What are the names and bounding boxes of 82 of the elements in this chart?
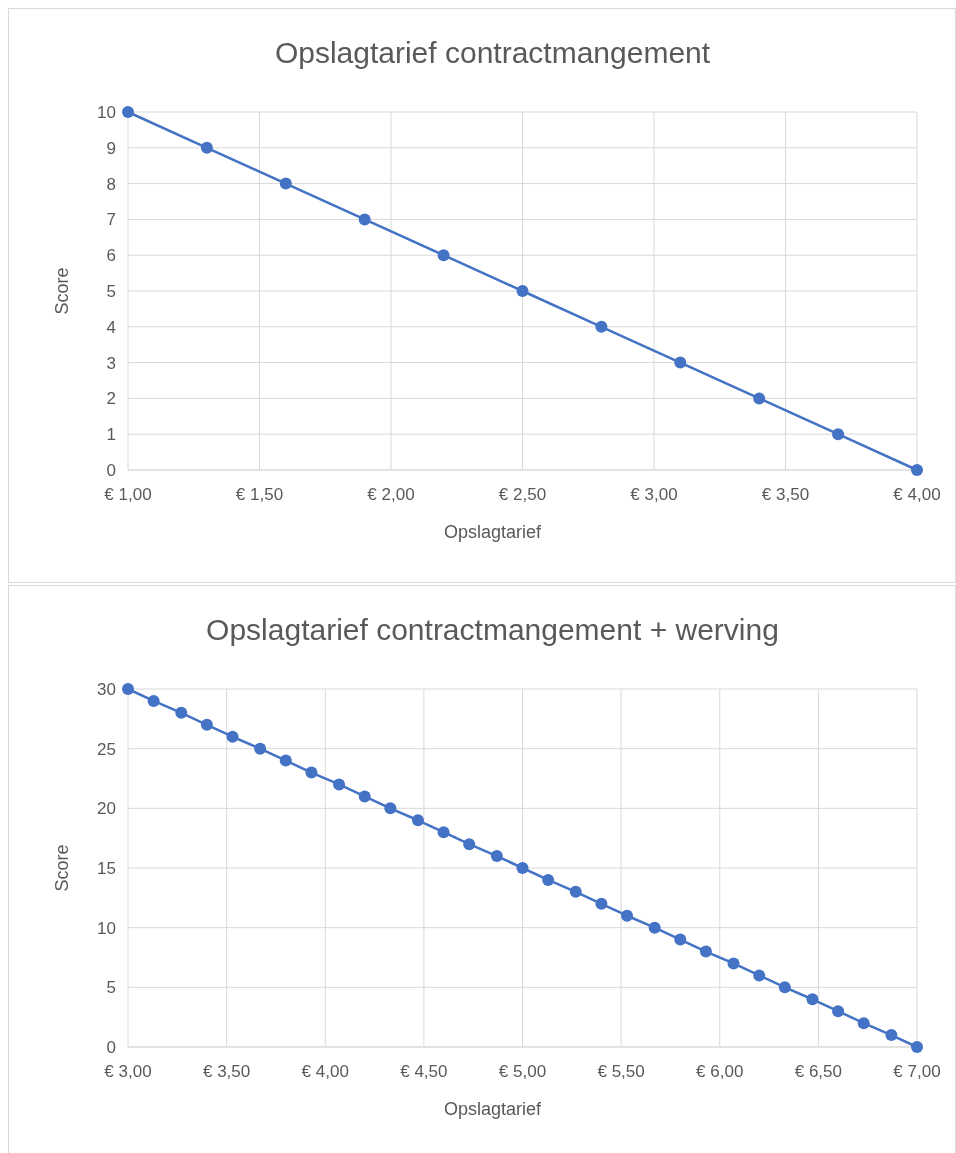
point — [911, 464, 923, 476]
y-axis-title: Score — [52, 844, 72, 892]
point — [516, 862, 529, 874]
y-tick-label: 3 — [106, 353, 116, 373]
x-tick-label: € 7,00 — [893, 1062, 941, 1081]
point — [832, 1005, 845, 1018]
point — [122, 683, 134, 695]
x-tick-label: € 3,50 — [761, 485, 810, 504]
y-tick-label: 4 — [106, 317, 116, 337]
y-axis-title: Score — [52, 267, 72, 315]
x-tick-label: € 2,00 — [367, 485, 415, 504]
point — [200, 141, 213, 154]
y-tick-label: 15 — [97, 858, 116, 878]
point — [648, 921, 661, 934]
y-tick-label: 2 — [106, 389, 116, 409]
y-tick-label: 0 — [106, 1037, 116, 1057]
point — [437, 249, 450, 262]
x-tick-label: € 2,50 — [498, 485, 547, 504]
y-tick-label: 5 — [106, 978, 116, 998]
chart-title: Opslagtarief contractmangement — [274, 36, 711, 69]
x-tick-label: € 1,50 — [235, 485, 284, 504]
point — [463, 838, 476, 851]
y-tick-label: 10 — [97, 102, 116, 122]
y-tick-label: 7 — [106, 210, 116, 230]
point — [595, 320, 608, 333]
x-tick-label: € 6,50 — [794, 1062, 843, 1081]
point — [226, 730, 239, 743]
y-tick-label: 8 — [106, 174, 116, 194]
x-tick-label: € 6,00 — [696, 1062, 744, 1081]
y-tick-label: 10 — [97, 918, 116, 938]
y-tick-label: 30 — [97, 679, 116, 699]
point — [358, 790, 371, 803]
point — [122, 106, 134, 118]
x-tick-label: € 3,50 — [202, 1062, 251, 1081]
x-axis-title: Opslagtarief — [443, 1099, 543, 1119]
point — [542, 873, 555, 886]
y-tick-label: 9 — [106, 138, 116, 158]
point — [358, 213, 371, 226]
y-tick-label: 1 — [106, 425, 116, 445]
point — [279, 754, 292, 767]
x-tick-label: € 4,00 — [301, 1062, 349, 1081]
y-tick-label: 5 — [106, 281, 116, 301]
point — [621, 909, 634, 922]
y-tick-label: 6 — [106, 246, 116, 266]
point — [595, 897, 608, 910]
point — [778, 981, 791, 994]
point — [699, 945, 712, 958]
point — [516, 285, 529, 297]
point — [727, 957, 740, 970]
x-tick-label: € 4,00 — [893, 485, 941, 504]
point — [437, 826, 450, 839]
point — [674, 933, 687, 946]
point — [832, 428, 845, 441]
x-tick-label: € 3,00 — [630, 485, 678, 504]
point — [147, 694, 160, 707]
point — [911, 1041, 923, 1053]
x-tick-label: € 1,00 — [104, 485, 152, 504]
x-tick-label: € 5,50 — [597, 1062, 645, 1081]
point — [753, 969, 766, 982]
y-tick-label: 20 — [97, 799, 116, 819]
point — [857, 1017, 870, 1030]
point — [806, 993, 819, 1006]
x-tick-label: € 4,50 — [400, 1062, 448, 1081]
point — [200, 718, 213, 731]
point — [305, 766, 318, 779]
point — [569, 885, 582, 898]
point — [885, 1029, 898, 1042]
point — [254, 742, 267, 755]
chart-title: Opslagtarief contractmangement + werving — [206, 613, 779, 646]
x-axis-title: Opslagtarief — [443, 522, 543, 542]
y-tick-label: 25 — [97, 739, 116, 759]
x-tick-label: € 5,00 — [498, 1062, 547, 1081]
y-tick-label: 0 — [106, 460, 116, 480]
x-tick-label: € 3,00 — [104, 1062, 152, 1081]
point — [753, 392, 766, 405]
point — [175, 706, 188, 719]
point — [384, 802, 397, 815]
point — [490, 850, 503, 863]
point — [674, 356, 687, 369]
point — [279, 177, 292, 190]
point — [333, 778, 346, 791]
point — [411, 814, 424, 827]
